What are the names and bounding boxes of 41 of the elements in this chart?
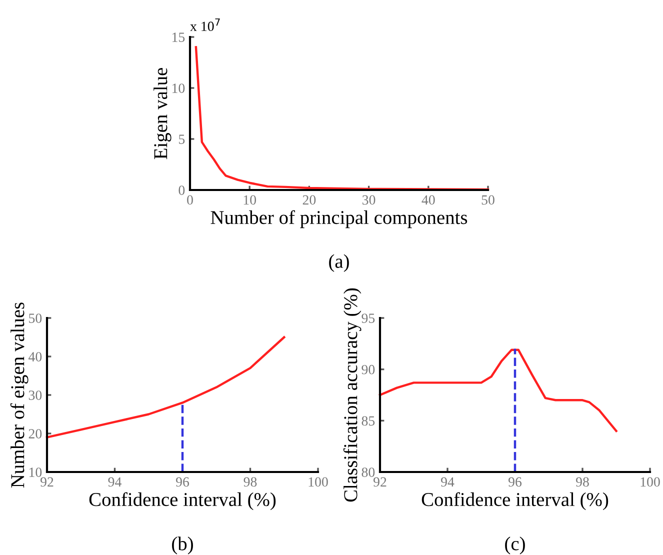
x-tick-label: 94 [441,477,454,487]
x-tick-label: 40 [422,195,435,205]
y-tick-label: 95 [362,314,375,323]
y-tick-label: 0 [178,186,185,195]
x-tick-label: 94 [108,477,122,487]
x-tick-label: 96 [176,477,190,487]
x-tick-label: 98 [576,477,589,487]
text: (c) [505,536,525,554]
x-tick-label: 0 [187,195,193,205]
y-tick-label: 50 [29,314,42,323]
y-tick-label: 20 [28,429,42,438]
y-axis-title: Eigen value [154,68,172,160]
y-tick-label: 10 [172,84,185,93]
y-tick-label: 15 [172,32,185,42]
x-tick-label: 50 [482,195,494,205]
y-tick-label: 80 [362,468,375,477]
x-tick-label: 100 [308,477,328,487]
x-tick-label: 96 [508,477,522,487]
text: x 10$^{7}$ [190,18,220,32]
text: (a) [329,254,349,272]
y-axis-title: Classification accuracy (%) [343,288,362,502]
text: (b) [172,536,193,554]
y-tick-label: 40 [28,352,42,362]
line-series [194,46,490,191]
y-tick-label: 5 [179,134,185,144]
x-axis-title: Confidence interval (%) [89,492,276,510]
y-axis-title: Number of eigen values [10,302,28,488]
x-axis-title: Number of principal components [210,210,468,228]
line-series [378,348,618,432]
x-tick-label: 98 [244,477,257,487]
x-tick-label: 92 [40,477,54,487]
x-tick-label: 92 [374,477,386,487]
y-tick-label: 90 [362,364,375,374]
x-tick-label: 10 [244,195,256,205]
line-series [46,336,286,438]
x-axis-title: Confidence interval (%) [422,492,608,510]
x-tick-label: 20 [302,195,316,205]
y-tick-label: 30 [28,390,42,400]
y-tick-label: 85 [362,416,375,426]
x-tick-label: 100 [640,477,660,487]
y-tick-label: 10 [29,468,42,477]
